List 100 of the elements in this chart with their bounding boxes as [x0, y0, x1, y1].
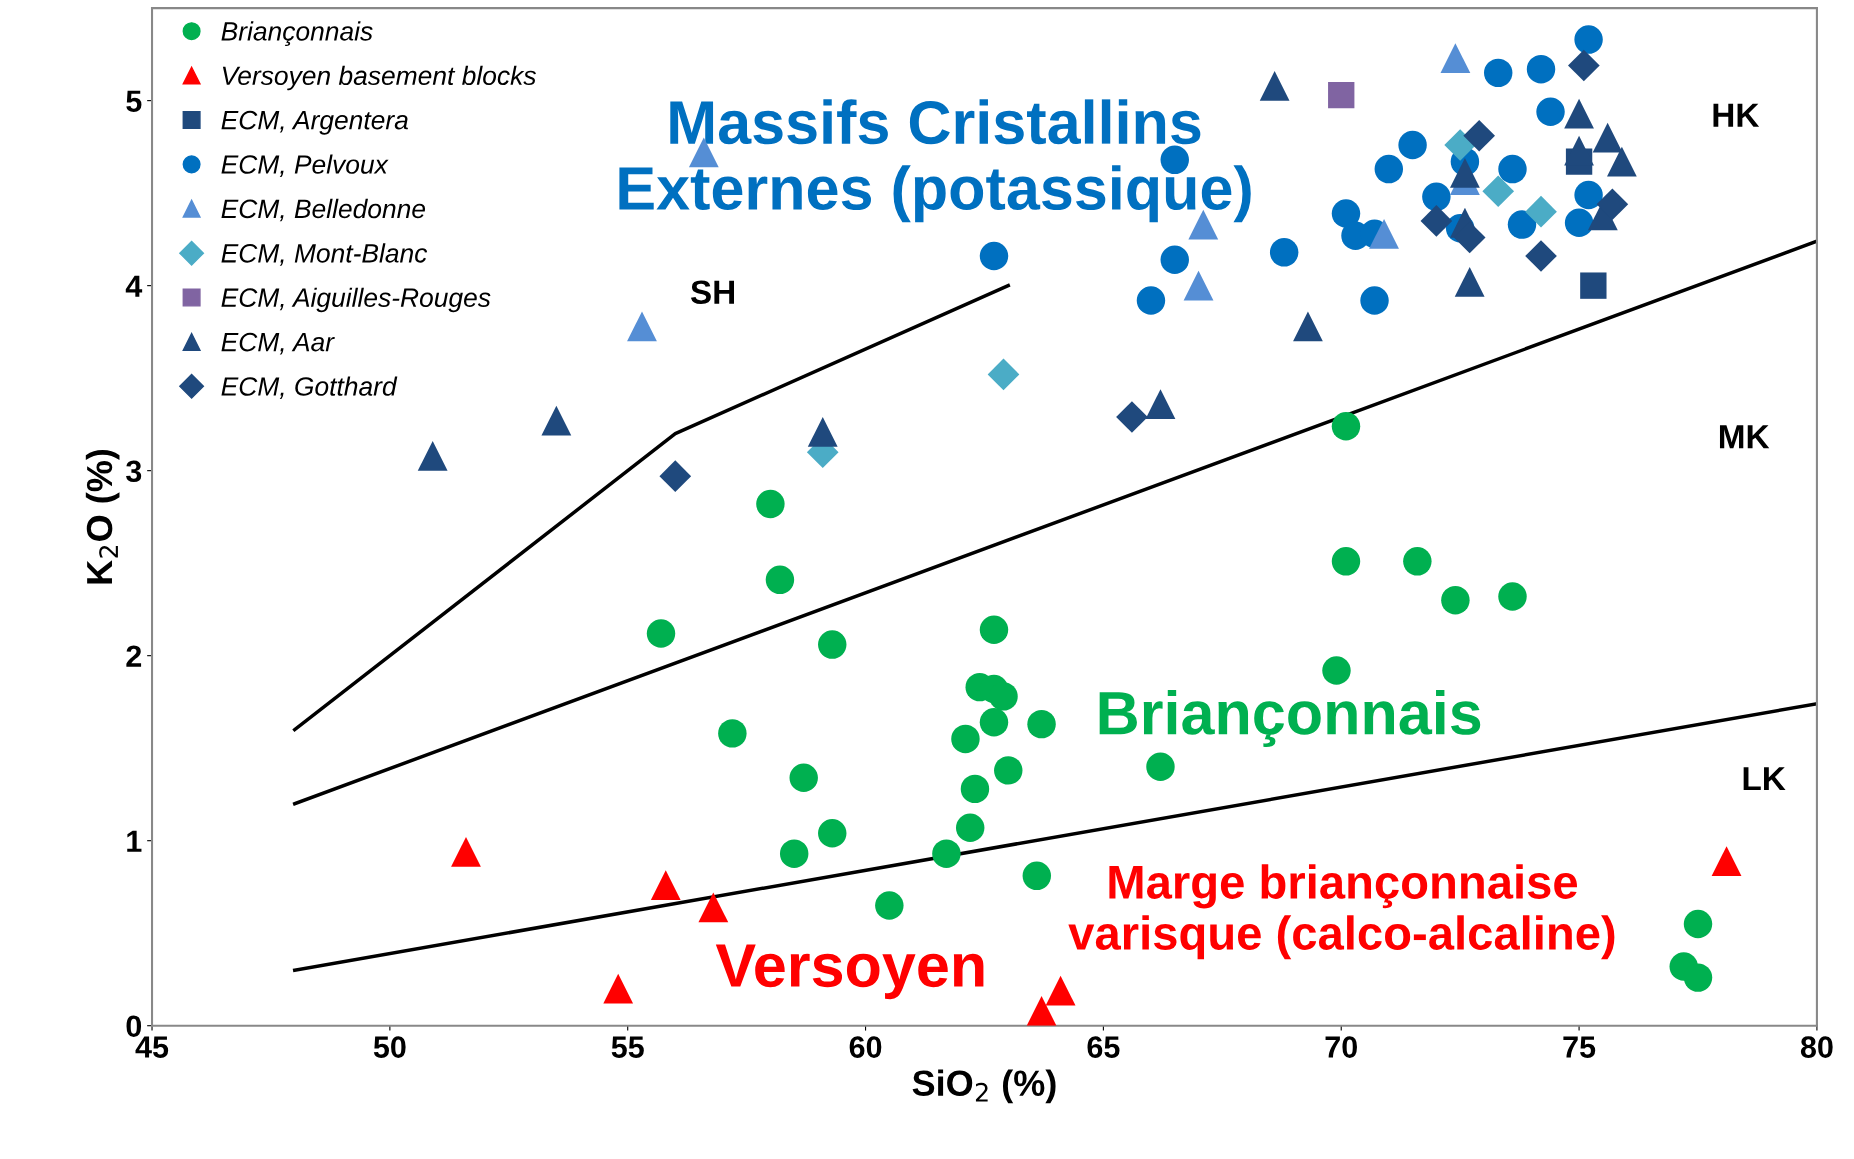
- point: [1683, 909, 1713, 939]
- y-tick-label: 0: [126, 1015, 142, 1038]
- point: [1026, 996, 1057, 1026]
- point: [1422, 182, 1451, 212]
- point: [1022, 861, 1052, 891]
- point: [1525, 195, 1557, 228]
- point: [1596, 188, 1629, 221]
- legend-label: ECM, Aiguilles-Rouges: [221, 287, 491, 313]
- legend-label: ECM, Gotthard: [221, 376, 398, 399]
- point: [875, 891, 904, 920]
- point: [1525, 240, 1557, 272]
- point: [1398, 130, 1427, 160]
- point: [1322, 656, 1351, 685]
- point: [650, 870, 681, 900]
- point: [1564, 135, 1594, 166]
- point: [1328, 81, 1355, 109]
- x-tick-label: 70: [1325, 1036, 1357, 1058]
- x-tick-label: 55: [611, 1036, 644, 1058]
- x-tick-label: 60: [849, 1036, 882, 1058]
- point: [1450, 157, 1480, 188]
- legend-label: ECM, Pelvoux: [221, 154, 389, 177]
- point: [541, 405, 572, 436]
- y-tick-label: 3: [126, 460, 142, 483]
- point: [1574, 25, 1603, 54]
- y-axis-title: K$_{2}$O (%): [85, 449, 120, 584]
- point: [1116, 401, 1148, 433]
- point: [1454, 267, 1485, 297]
- point: [1369, 218, 1399, 249]
- point: [627, 311, 657, 342]
- point: [1606, 146, 1637, 177]
- point: [1331, 199, 1361, 228]
- point: [818, 819, 847, 848]
- y-tick-label: 1: [127, 830, 142, 852]
- point: [989, 682, 1018, 711]
- legend-label: ECM, Mont-Blanc: [221, 243, 428, 266]
- point: [1536, 97, 1565, 126]
- point: [1374, 154, 1404, 184]
- legend-label: Versoyen basement blocks: [222, 65, 536, 91]
- point: [718, 719, 747, 748]
- point: [1269, 238, 1299, 267]
- point: [1160, 245, 1189, 274]
- annotation: HK: [1713, 103, 1760, 127]
- point: [1331, 412, 1361, 441]
- annotation: SH: [690, 280, 734, 305]
- point: [979, 708, 1009, 737]
- point: [698, 892, 729, 923]
- x-tick-label: 75: [1563, 1036, 1596, 1058]
- point: [1592, 122, 1623, 153]
- x-tick-label: 80: [1800, 1036, 1833, 1058]
- point: [994, 756, 1023, 785]
- point: [1136, 286, 1166, 315]
- point: [1483, 58, 1513, 88]
- point: [603, 973, 634, 1004]
- point: [1580, 272, 1607, 299]
- point: [1526, 54, 1556, 84]
- point: [979, 615, 1009, 645]
- point: [756, 489, 785, 519]
- point: [955, 813, 985, 842]
- point: [1360, 286, 1389, 315]
- point: [646, 619, 676, 648]
- annotation: LK: [1743, 767, 1786, 791]
- point: [1183, 270, 1214, 301]
- y-tick-label: 5: [126, 90, 142, 112]
- x-tick-label: 45: [135, 1036, 169, 1058]
- point: [1683, 963, 1713, 992]
- point: [1507, 210, 1537, 239]
- x-axis-title: SiO$_{2}$ (%): [912, 1069, 1056, 1104]
- point: [979, 241, 1009, 271]
- point: [1440, 43, 1471, 73]
- point: [807, 416, 838, 447]
- point: [1564, 208, 1594, 237]
- annotation: Versoyen: [715, 944, 984, 1000]
- point: [765, 565, 795, 595]
- point: [1145, 389, 1176, 419]
- point: [1259, 70, 1290, 101]
- point: [818, 630, 847, 659]
- point: [1498, 582, 1527, 611]
- point: [1027, 709, 1056, 739]
- annotation: Marge briançonnaise varisque (calco-alcaline): [1068, 864, 1615, 960]
- y-tick-label: 2: [126, 645, 142, 667]
- point: [779, 839, 809, 868]
- point: [1146, 752, 1175, 781]
- point: [1331, 547, 1361, 576]
- annotation: MK: [1719, 425, 1770, 449]
- annotation: Briançonnais: [1099, 689, 1481, 747]
- annotation: Massifs Cristallins Externes (potassique): [619, 99, 1251, 223]
- point: [1564, 98, 1594, 129]
- x-tick-label: 65: [1087, 1036, 1120, 1058]
- point: [1444, 129, 1476, 161]
- legend-label: Briançonnais: [221, 21, 373, 46]
- point: [1045, 975, 1076, 1006]
- point: [1293, 311, 1323, 342]
- point: [1711, 846, 1742, 876]
- point: [417, 440, 448, 471]
- point: [1498, 154, 1527, 184]
- legend-label: ECM, Aar: [221, 332, 335, 355]
- x-tick-label: 50: [373, 1036, 406, 1058]
- legend-label: ECM, Argentera: [221, 110, 408, 135]
- point: [1463, 119, 1496, 152]
- point: [1420, 205, 1453, 237]
